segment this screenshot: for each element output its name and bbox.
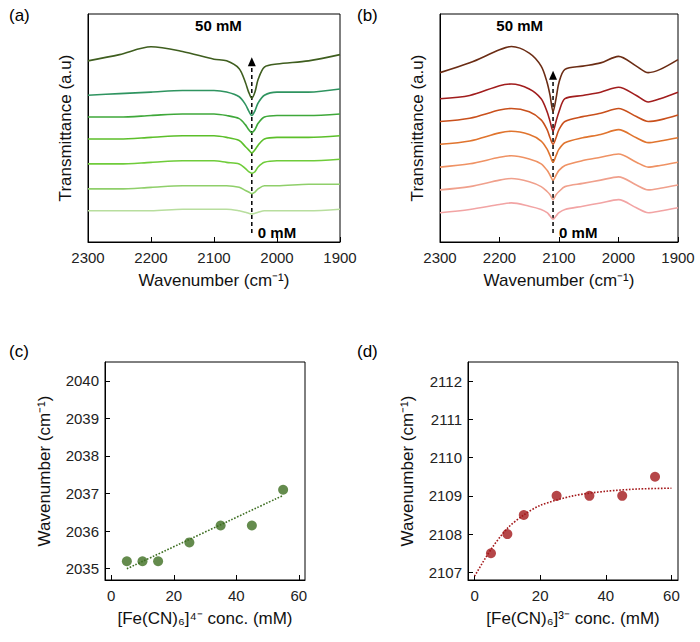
- svg-text:2000: 2000: [602, 249, 635, 266]
- svg-text:Transmittance (a.u): Transmittance (a.u): [408, 55, 427, 202]
- svg-text:2036: 2036: [66, 523, 99, 540]
- svg-text:2035: 2035: [66, 560, 99, 577]
- svg-text:40: 40: [597, 587, 614, 604]
- svg-text:2300: 2300: [71, 249, 104, 266]
- svg-text:2000: 2000: [260, 249, 293, 266]
- svg-text:2038: 2038: [66, 447, 99, 464]
- svg-text:20: 20: [532, 587, 549, 604]
- svg-text:[Fe(CN)₆]³⁻ conc. (mM): [Fe(CN)₆]³⁻ conc. (mM): [486, 609, 659, 628]
- svg-text:(d): (d): [357, 342, 378, 361]
- svg-text:2200: 2200: [134, 249, 167, 266]
- svg-text:2109: 2109: [429, 487, 462, 504]
- svg-text:2200: 2200: [483, 249, 516, 266]
- svg-text:(a): (a): [9, 6, 30, 25]
- svg-text:60: 60: [663, 587, 680, 604]
- svg-text:Wavenumber (cm⁻¹): Wavenumber (cm⁻¹): [398, 396, 417, 547]
- svg-text:0: 0: [107, 587, 115, 604]
- svg-text:2107: 2107: [429, 564, 462, 581]
- svg-text:50 mM: 50 mM: [195, 17, 242, 34]
- svg-text:1900: 1900: [661, 249, 694, 266]
- svg-text:Wavenumber (cm⁻¹): Wavenumber (cm⁻¹): [35, 396, 54, 547]
- svg-text:60: 60: [290, 587, 307, 604]
- svg-text:2100: 2100: [197, 249, 230, 266]
- svg-text:Wavenumber (cm⁻¹): Wavenumber (cm⁻¹): [139, 271, 290, 290]
- svg-text:(c): (c): [9, 342, 29, 361]
- svg-text:Wavenumber (cm⁻¹): Wavenumber (cm⁻¹): [484, 271, 635, 290]
- svg-text:2300: 2300: [423, 249, 456, 266]
- svg-text:20: 20: [165, 587, 182, 604]
- svg-text:2037: 2037: [66, 485, 99, 502]
- svg-text:2112: 2112: [430, 373, 462, 390]
- svg-text:[Fe(CN)₆]⁴⁻ conc. (mM): [Fe(CN)₆]⁴⁻ conc. (mM): [117, 609, 292, 628]
- svg-text:2039: 2039: [66, 410, 99, 427]
- svg-text:2108: 2108: [429, 526, 462, 543]
- svg-text:Transmittance (a.u): Transmittance (a.u): [56, 55, 75, 202]
- svg-text:40: 40: [228, 587, 245, 604]
- svg-text:0 mM: 0 mM: [258, 224, 296, 241]
- svg-text:(b): (b): [357, 6, 378, 25]
- svg-text:2110: 2110: [430, 449, 462, 466]
- svg-text:1900: 1900: [323, 249, 356, 266]
- svg-text:2111: 2111: [431, 411, 462, 428]
- svg-text:2040: 2040: [66, 372, 99, 389]
- svg-text:2100: 2100: [542, 249, 575, 266]
- svg-text:0: 0: [470, 587, 478, 604]
- svg-text:0 mM: 0 mM: [559, 224, 597, 241]
- svg-text:50 mM: 50 mM: [496, 17, 543, 34]
